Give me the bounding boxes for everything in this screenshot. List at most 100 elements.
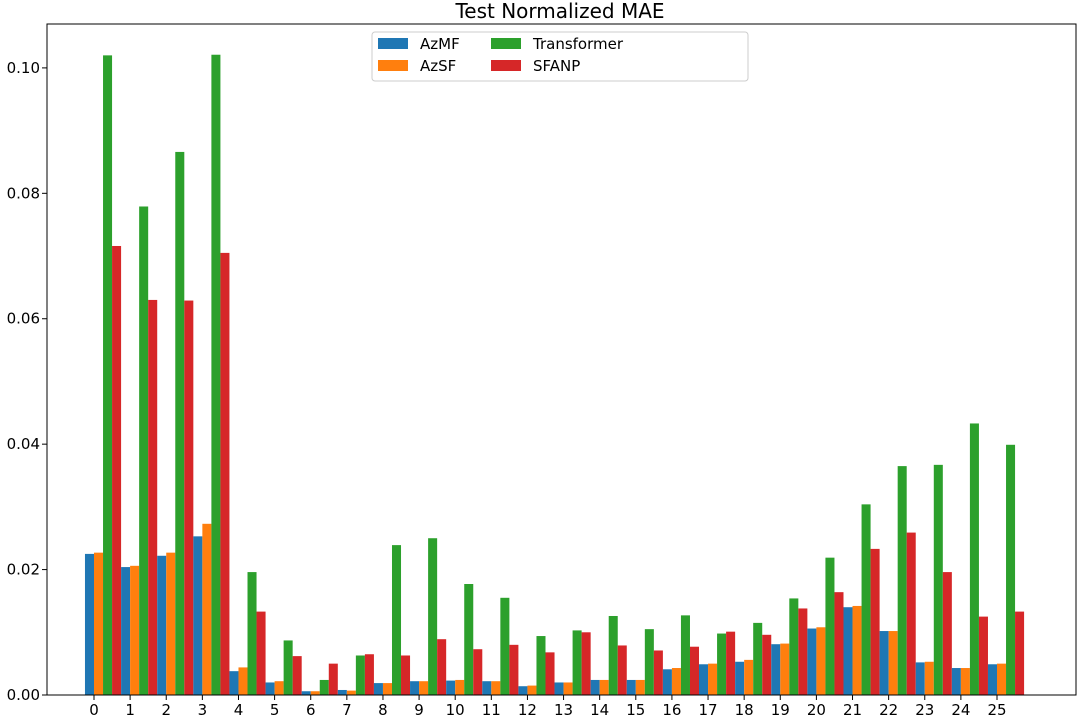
bar-azmf-9 bbox=[410, 681, 420, 695]
bar-azmf-14 bbox=[590, 679, 600, 695]
bar-azsf-0 bbox=[94, 552, 104, 695]
bar-transformer-7 bbox=[355, 655, 365, 695]
x-tick-label: 6 bbox=[306, 701, 316, 719]
bar-transformer-6 bbox=[319, 679, 329, 695]
bar-sfanp-5 bbox=[292, 656, 302, 695]
x-tick-label: 8 bbox=[378, 701, 388, 719]
bar-azmf-5 bbox=[265, 682, 275, 695]
bar-transformer-8 bbox=[391, 545, 402, 695]
bar-azmf-8 bbox=[373, 683, 383, 695]
bar-transformer-1 bbox=[139, 206, 149, 696]
bar-sfanp-2 bbox=[184, 300, 194, 695]
bar-azsf-13 bbox=[563, 682, 573, 695]
x-tick-label: 1 bbox=[125, 701, 135, 719]
x-tick-label: 25 bbox=[987, 701, 1006, 719]
legend-label-sfanp: SFANP bbox=[533, 57, 580, 75]
bar-transformer-17 bbox=[717, 633, 727, 695]
bar-sfanp-25 bbox=[1015, 611, 1025, 695]
bar-sfanp-0 bbox=[112, 245, 122, 696]
x-tick-label: 16 bbox=[662, 701, 681, 719]
x-tick-label: 20 bbox=[807, 701, 826, 719]
bar-azsf-3 bbox=[202, 523, 212, 695]
bar-azsf-16 bbox=[671, 668, 681, 695]
bar-azmf-19 bbox=[771, 644, 781, 695]
bar-sfanp-3 bbox=[220, 252, 230, 695]
legend-swatch-transformer bbox=[491, 38, 521, 49]
bar-azmf-24 bbox=[951, 668, 961, 695]
y-tick-label: 0.04 bbox=[7, 435, 40, 453]
bar-sfanp-20 bbox=[834, 592, 844, 695]
bar-azmf-3 bbox=[193, 536, 203, 695]
bar-azmf-16 bbox=[662, 669, 672, 695]
bar-transformer-14 bbox=[608, 615, 618, 695]
x-tick-label: 22 bbox=[879, 701, 898, 719]
x-tick-label: 23 bbox=[915, 701, 934, 719]
x-tick-label: 9 bbox=[414, 701, 424, 719]
x-tick-label: 18 bbox=[735, 701, 754, 719]
legend-swatch-sfanp bbox=[491, 60, 521, 71]
x-tick-label: 10 bbox=[446, 701, 465, 719]
bar-azsf-11 bbox=[491, 681, 501, 695]
bar-sfanp-19 bbox=[798, 608, 808, 695]
bar-sfanp-11 bbox=[509, 644, 519, 695]
x-tick-label: 12 bbox=[518, 701, 537, 719]
bar-azsf-6 bbox=[310, 691, 320, 695]
y-tick-label: 0.08 bbox=[7, 184, 40, 202]
legend-label-azmf: AzMF bbox=[420, 35, 460, 53]
bar-transformer-19 bbox=[789, 598, 799, 695]
x-tick-label: 19 bbox=[771, 701, 790, 719]
bar-azsf-23 bbox=[924, 661, 934, 695]
legend-label-transformer: Transformer bbox=[532, 35, 624, 53]
legend-box bbox=[371, 31, 749, 82]
bar-sfanp-23 bbox=[942, 572, 952, 695]
bar-azmf-22 bbox=[879, 631, 889, 695]
bar-transformer-20 bbox=[825, 557, 835, 695]
bar-azmf-11 bbox=[482, 681, 492, 695]
bar-azsf-1 bbox=[130, 565, 140, 695]
bar-transformer-25 bbox=[1006, 444, 1016, 695]
x-tick-label: 5 bbox=[270, 701, 280, 719]
legend-swatch-azsf bbox=[378, 60, 408, 71]
x-tick-label: 3 bbox=[198, 701, 208, 719]
bar-azsf-24 bbox=[960, 668, 970, 695]
bar-azsf-5 bbox=[274, 681, 284, 695]
bar-azsf-14 bbox=[599, 679, 609, 695]
bar-azsf-17 bbox=[708, 663, 718, 695]
bar-sfanp-17 bbox=[726, 631, 736, 695]
bar-azmf-23 bbox=[915, 662, 925, 695]
bar-transformer-5 bbox=[283, 640, 293, 695]
x-tick-label: 14 bbox=[590, 701, 609, 719]
bar-transformer-16 bbox=[680, 615, 690, 695]
bar-transformer-10 bbox=[464, 584, 474, 695]
bar-azmf-0 bbox=[84, 553, 94, 695]
x-tick-label: 13 bbox=[554, 701, 573, 719]
bar-sfanp-9 bbox=[437, 639, 447, 695]
x-tick-label: 2 bbox=[161, 701, 171, 719]
bar-transformer-2 bbox=[175, 151, 185, 695]
bar-sfanp-13 bbox=[581, 632, 591, 695]
y-tick-label: 0.06 bbox=[7, 310, 40, 328]
bar-azsf-22 bbox=[888, 631, 898, 695]
bar-sfanp-22 bbox=[906, 532, 916, 695]
chart-title: Test Normalized MAE bbox=[454, 0, 664, 23]
bars-group bbox=[84, 54, 1025, 696]
x-tick-label: 11 bbox=[482, 701, 501, 719]
x-tick-label: 21 bbox=[843, 701, 862, 719]
bar-azsf-8 bbox=[382, 683, 392, 695]
bar-transformer-15 bbox=[644, 629, 654, 695]
x-tick-label: 4 bbox=[234, 701, 244, 719]
axes-group: 0.000.020.040.060.080.100 1 2 3 4 5 6 7 8 9 10 11 12… bbox=[7, 23, 1077, 719]
bar-sfanp-14 bbox=[617, 645, 627, 695]
bar-azsf-2 bbox=[166, 552, 176, 695]
bar-azsf-25 bbox=[997, 663, 1007, 695]
bar-sfanp-15 bbox=[653, 650, 663, 695]
bar-transformer-18 bbox=[753, 622, 763, 695]
bar-sfanp-24 bbox=[978, 616, 988, 695]
bar-azsf-15 bbox=[635, 679, 645, 695]
bar-sfanp-6 bbox=[328, 663, 338, 695]
x-tick-label: 7 bbox=[342, 701, 352, 719]
bar-transformer-22 bbox=[897, 466, 907, 695]
bar-azmf-4 bbox=[229, 671, 239, 695]
bar-azsf-7 bbox=[346, 690, 356, 695]
